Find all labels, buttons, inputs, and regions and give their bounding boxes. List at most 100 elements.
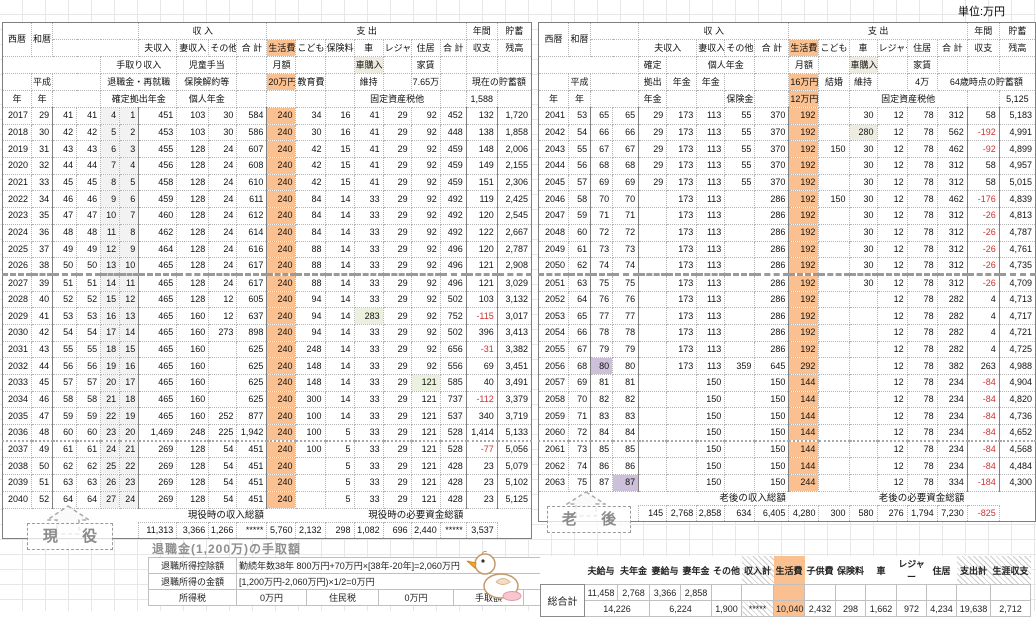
cell[interactable]: 2041 (537, 107, 570, 125)
cell[interactable] (724, 340, 756, 359)
cell[interactable]: 29 (638, 107, 668, 125)
cell[interactable]: 22 (119, 457, 140, 476)
cell[interactable]: 4,652 (998, 424, 1036, 442)
cell[interactable]: 150 (818, 190, 850, 209)
cell[interactable]: 334 (936, 474, 968, 492)
cell[interactable]: 14 (324, 307, 355, 325)
header-cell[interactable] (439, 73, 467, 91)
cell[interactable] (848, 474, 878, 492)
cell[interactable]: 3 (119, 140, 140, 159)
cell[interactable]: 462 (936, 140, 968, 159)
cell[interactable]: 452 (439, 107, 467, 125)
header-cell[interactable]: 月額 (788, 56, 820, 74)
header-cell[interactable]: 現在の貯蓄額 (465, 73, 533, 91)
cell[interactable]: 92 (410, 357, 441, 375)
cell[interactable]: 78 (906, 272, 938, 292)
cell[interactable]: 58 (568, 190, 592, 209)
cell[interactable]: 29 (382, 173, 412, 192)
header-cell[interactable]: 年 (568, 90, 592, 108)
cell[interactable]: 61 (76, 440, 102, 459)
cell[interactable]: 59 (52, 407, 78, 426)
cell[interactable]: 78 (906, 340, 938, 359)
cell[interactable]: 128 (176, 140, 210, 159)
cell[interactable]: 70 (590, 190, 614, 209)
cell[interactable]: 15 (324, 173, 355, 192)
cell[interactable]: 77 (590, 307, 614, 325)
header-cell[interactable] (666, 56, 698, 74)
cell[interactable]: 150 (754, 474, 790, 492)
header-cell[interactable] (324, 56, 355, 74)
cell[interactable]: 121 (465, 272, 498, 292)
cell[interactable]: 29 (382, 290, 412, 309)
cell[interactable] (848, 457, 878, 476)
cell[interactable]: 459 (138, 190, 178, 209)
cell[interactable]: 13 (100, 257, 121, 275)
cell[interactable]: 121 (410, 390, 441, 409)
cell[interactable]: 78 (906, 374, 938, 392)
cell[interactable]: -184 (966, 474, 1000, 492)
cell[interactable]: 737 (439, 390, 467, 409)
cell[interactable]: 34 (31, 190, 54, 209)
cell[interactable]: 41 (31, 307, 54, 325)
cell[interactable]: 15 (100, 290, 121, 309)
cell[interactable]: 173 (666, 357, 698, 375)
cell[interactable]: 4,713 (998, 290, 1036, 309)
cell[interactable]: 1,720 (496, 107, 533, 125)
cell[interactable]: 80 (590, 357, 614, 375)
cell[interactable]: -115 (465, 307, 498, 325)
cell[interactable]: 29 (382, 424, 412, 442)
header-cell[interactable]: 教育費 (295, 73, 326, 91)
cell[interactable]: 312 (936, 157, 968, 175)
cell[interactable] (818, 407, 850, 426)
cell[interactable]: 12 (208, 307, 238, 325)
cell[interactable]: 4,839 (998, 190, 1036, 209)
cell[interactable]: 30 (848, 257, 878, 275)
cell[interactable]: 54 (208, 474, 238, 492)
cell[interactable]: 29 (382, 474, 412, 492)
cell[interactable]: 19 (100, 357, 121, 375)
cell[interactable]: 29 (382, 257, 412, 275)
cell[interactable]: 2,787 (496, 240, 533, 259)
cell[interactable] (724, 272, 756, 292)
cell[interactable]: 192 (788, 290, 820, 309)
header-cell[interactable]: レジャー (382, 39, 412, 57)
cell[interactable]: 5 (324, 490, 355, 509)
cell[interactable] (295, 457, 326, 476)
cell[interactable]: 2042 (537, 123, 570, 142)
cell[interactable] (848, 307, 878, 325)
cell[interactable]: 92 (410, 140, 441, 159)
cell[interactable]: -84 (966, 374, 1000, 392)
cell[interactable]: 2,432 (804, 600, 836, 617)
cell[interactable]: 12 (876, 374, 908, 392)
cell[interactable]: 283 (353, 307, 384, 325)
header-cell[interactable]: レジャー (898, 559, 925, 582)
cell[interactable]: 51 (31, 474, 54, 492)
cell[interactable]: 120 (465, 240, 498, 259)
cell[interactable]: 148 (295, 357, 326, 375)
cell[interactable]: 85 (612, 440, 640, 459)
cell[interactable] (638, 257, 668, 275)
cell[interactable]: 269 (138, 490, 178, 509)
cell[interactable]: 6 (100, 140, 121, 159)
cell[interactable]: 84 (295, 207, 326, 225)
cell[interactable]: 113 (696, 272, 726, 292)
cell[interactable]: 62 (568, 257, 592, 275)
header-cell[interactable]: 収 入 (638, 22, 790, 40)
cell[interactable]: 173 (666, 173, 698, 192)
cell[interactable]: 43 (31, 340, 54, 359)
cell[interactable]: 752 (439, 307, 467, 325)
cell[interactable]: 2,768 (666, 504, 698, 522)
cell[interactable]: 84 (590, 424, 614, 442)
cell[interactable]: 52 (31, 490, 54, 509)
cell[interactable] (724, 457, 756, 476)
cell[interactable]: -112 (465, 390, 498, 409)
header-cell[interactable] (966, 90, 1000, 108)
cell[interactable]: 4 (100, 107, 121, 125)
cell[interactable] (999, 505, 1035, 521)
header-cell[interactable] (754, 56, 790, 74)
cell[interactable]: 55 (76, 340, 102, 359)
cell[interactable]: 57 (568, 173, 592, 192)
cell[interactable]: 128 (176, 190, 210, 209)
cell[interactable]: 43 (52, 140, 78, 159)
header-cell[interactable] (236, 73, 268, 91)
